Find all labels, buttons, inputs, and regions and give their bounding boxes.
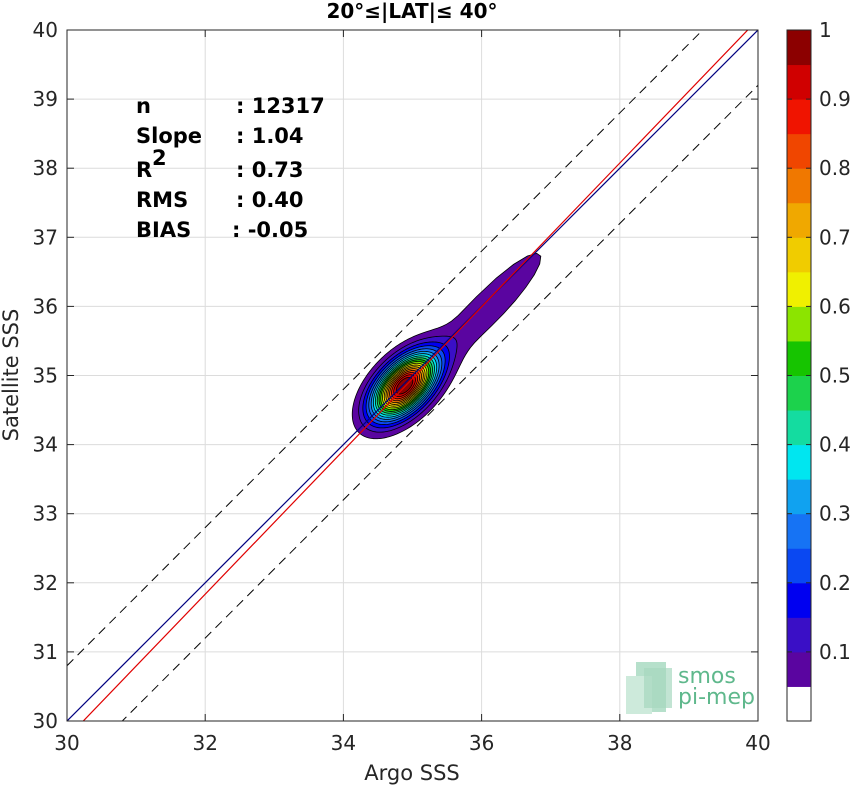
colorbar-segment — [787, 202, 811, 238]
colorbar-segment — [787, 479, 811, 515]
x-tick-label: 30 — [54, 731, 79, 755]
colorbar-segment — [787, 686, 811, 722]
smos-logo-icon — [626, 662, 672, 714]
x-tick-label: 32 — [192, 731, 217, 755]
x-tick-label: 34 — [331, 731, 356, 755]
colorbar-segment — [787, 375, 811, 411]
y-tick-labels: 30 31 32 33 34 35 36 37 38 39 40 — [33, 18, 58, 733]
logo-text-pi-mep: pi-mep — [678, 685, 755, 710]
density-contour — [395, 376, 414, 395]
colorbar-segment — [787, 168, 811, 204]
stat-label: R — [136, 158, 152, 182]
colorbar-segment — [787, 548, 811, 584]
stat-label: n — [136, 94, 151, 118]
colorbar-segment — [787, 340, 811, 376]
stat-value: : 0.40 — [236, 188, 304, 212]
logo-text-smos: smos — [678, 664, 736, 689]
colorbar-tick-label: 0.4 — [819, 433, 851, 457]
colorbar-segment — [787, 64, 811, 100]
stat-label: BIAS — [136, 218, 191, 242]
colorbar-segment — [787, 237, 811, 273]
stat-superscript: 2 — [152, 146, 167, 170]
colorbar-tick-label: 0.6 — [819, 294, 851, 318]
dashed-bound-lines — [67, 30, 758, 721]
colorbar-segment — [787, 306, 811, 342]
colorbar-segment — [787, 513, 811, 549]
colorbar-segment — [787, 30, 811, 66]
stat-value: : 0.73 — [236, 158, 304, 182]
x-tick-label: 38 — [607, 731, 632, 755]
y-tick-label: 38 — [33, 156, 58, 180]
y-tick-label: 36 — [33, 294, 58, 318]
stat-value: : 1.04 — [236, 124, 304, 148]
colorbar-segment — [787, 617, 811, 653]
stat-label: RMS — [136, 188, 188, 212]
colorbar-tick-labels: 0.1 0.2 0.3 0.4 0.5 0.6 0.7 0.8 0.9 1 — [787, 18, 851, 664]
regression-lines — [67, 30, 758, 721]
y-tick-label: 33 — [33, 502, 58, 526]
stat-value: : 12317 — [236, 94, 325, 118]
x-tick-label: 36 — [469, 731, 494, 755]
dashed-line — [121, 84, 758, 721]
y-tick-label: 34 — [33, 433, 58, 457]
colorbar-tick-label: 0.8 — [819, 156, 851, 180]
colorbar-segment — [787, 582, 811, 618]
colorbar-segment — [787, 99, 811, 135]
y-tick-label: 37 — [33, 225, 58, 249]
colorbar-segment — [787, 271, 811, 307]
y-tick-label: 31 — [33, 640, 58, 664]
y-tick-label: 32 — [33, 571, 58, 595]
stat-value: : -0.05 — [232, 218, 308, 242]
fit-line — [82, 30, 749, 721]
smos-pi-mep-logo: smos pi-mep — [626, 662, 755, 714]
colorbar-tick-label: 0.3 — [819, 502, 851, 526]
colorbar — [787, 30, 811, 722]
y-tick-label: 30 — [33, 709, 58, 733]
y-tick-label: 39 — [33, 87, 58, 111]
colorbar-tick-label: 0.5 — [819, 364, 851, 388]
dashed-line — [67, 30, 704, 667]
colorbar-tick-label: 0.7 — [819, 225, 851, 249]
colorbar-tick-label: 1 — [819, 18, 832, 42]
y-tick-label: 35 — [33, 364, 58, 388]
colorbar-tick-label: 0.9 — [819, 87, 851, 111]
x-axis-label: Argo SSS — [364, 761, 459, 785]
colorbar-segment — [787, 444, 811, 480]
chart-title: 20°≤|LAT|≤ 40° — [326, 0, 497, 23]
colorbar-segment — [787, 410, 811, 446]
colorbar-segment — [787, 133, 811, 169]
y-axis-label: Satellite SSS — [0, 309, 23, 442]
colorbar-segment — [787, 651, 811, 687]
statistics-box: n : 12317 Slope : 1.04 R 2 : 0.73 RMS : 0.40 BIAS… — [136, 94, 325, 242]
axis-ticks — [66, 29, 759, 722]
colorbar-tick-label: 0.1 — [819, 640, 851, 664]
y-tick-label: 40 — [33, 18, 58, 42]
colorbar-tick-label: 0.2 — [819, 571, 851, 595]
one-to-one-line — [67, 30, 758, 721]
x-tick-label: 40 — [745, 731, 770, 755]
stat-label: Slope — [136, 124, 202, 148]
grid — [66, 29, 759, 722]
x-tick-labels: 30 32 34 36 38 40 — [54, 731, 770, 755]
